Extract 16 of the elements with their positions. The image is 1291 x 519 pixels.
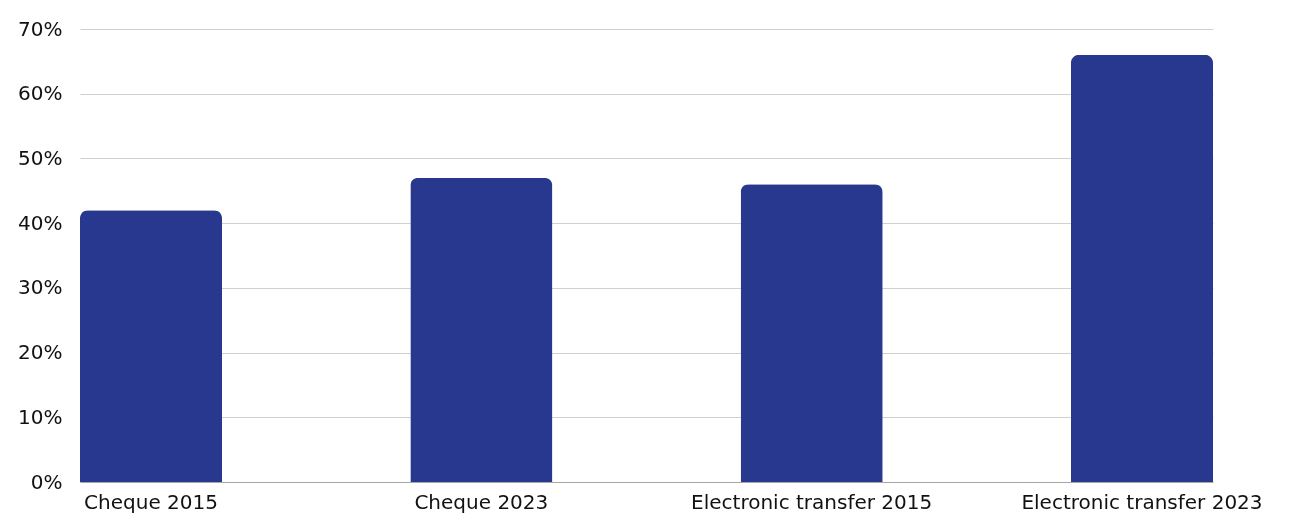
- bar: [740, 184, 883, 482]
- y-tick-label: 20%: [18, 340, 63, 365]
- y-tick-label: 30%: [18, 275, 63, 300]
- y-tick-label: 10%: [18, 404, 63, 429]
- y-tick-label: 60%: [18, 81, 63, 106]
- x-tick-label: Electronic transfer 2023: [1021, 489, 1263, 514]
- y-tick-label: 0%: [30, 469, 63, 494]
- y-tick-label: 50%: [18, 145, 63, 170]
- bar: [410, 177, 553, 482]
- x-tick-label: Electronic transfer 2015: [691, 489, 933, 514]
- y-tick-label: 70%: [18, 16, 63, 41]
- x-tick-label: Cheque 2023: [414, 489, 549, 514]
- x-tick-label: Cheque 2015: [84, 489, 218, 514]
- y-tick-label: 40%: [18, 210, 63, 235]
- bar: [1070, 54, 1213, 482]
- bar: [80, 210, 223, 482]
